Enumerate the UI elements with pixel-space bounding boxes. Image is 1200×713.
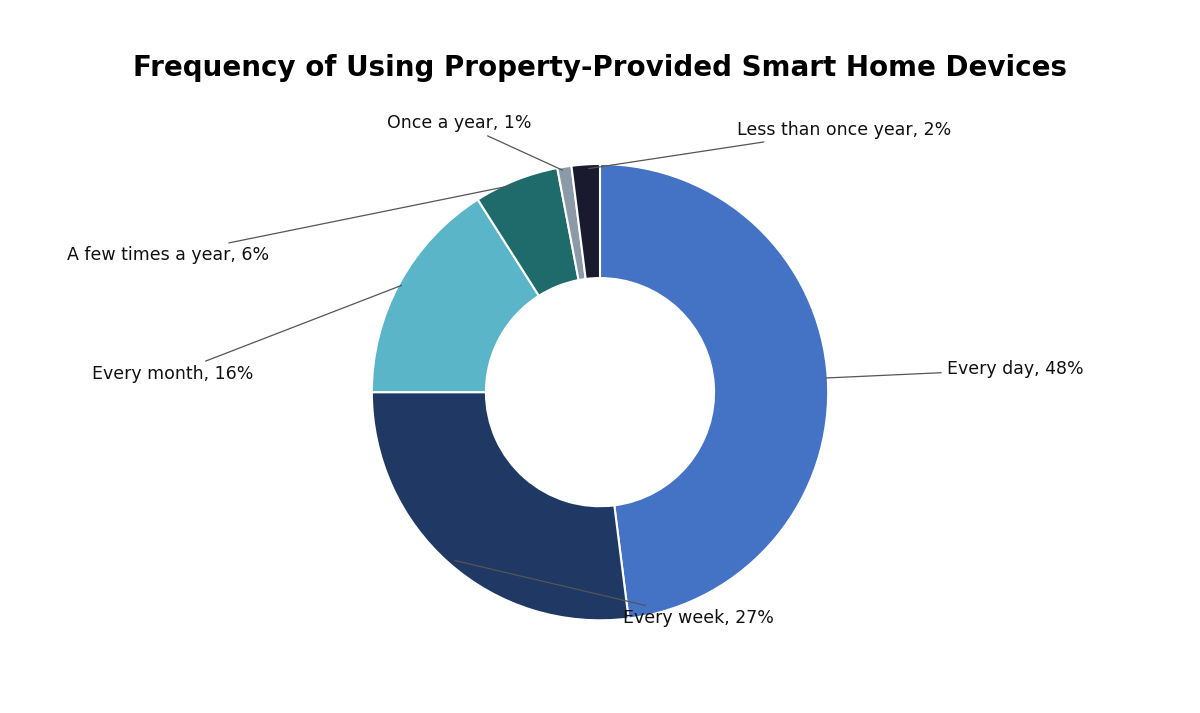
Text: Once a year, 1%: Once a year, 1% — [388, 114, 563, 170]
Text: Every day, 48%: Every day, 48% — [826, 360, 1084, 379]
Text: A few times a year, 6%: A few times a year, 6% — [67, 185, 515, 265]
Wedge shape — [372, 392, 629, 620]
Title: Frequency of Using Property-Provided Smart Home Devices: Frequency of Using Property-Provided Sma… — [133, 54, 1067, 83]
Wedge shape — [557, 166, 586, 280]
Text: Less than once year, 2%: Less than once year, 2% — [589, 120, 952, 168]
Wedge shape — [372, 200, 539, 392]
Wedge shape — [478, 168, 578, 296]
Wedge shape — [571, 164, 600, 279]
Wedge shape — [600, 164, 828, 618]
Text: Every week, 27%: Every week, 27% — [455, 560, 774, 627]
Text: Every month, 16%: Every month, 16% — [92, 285, 402, 383]
